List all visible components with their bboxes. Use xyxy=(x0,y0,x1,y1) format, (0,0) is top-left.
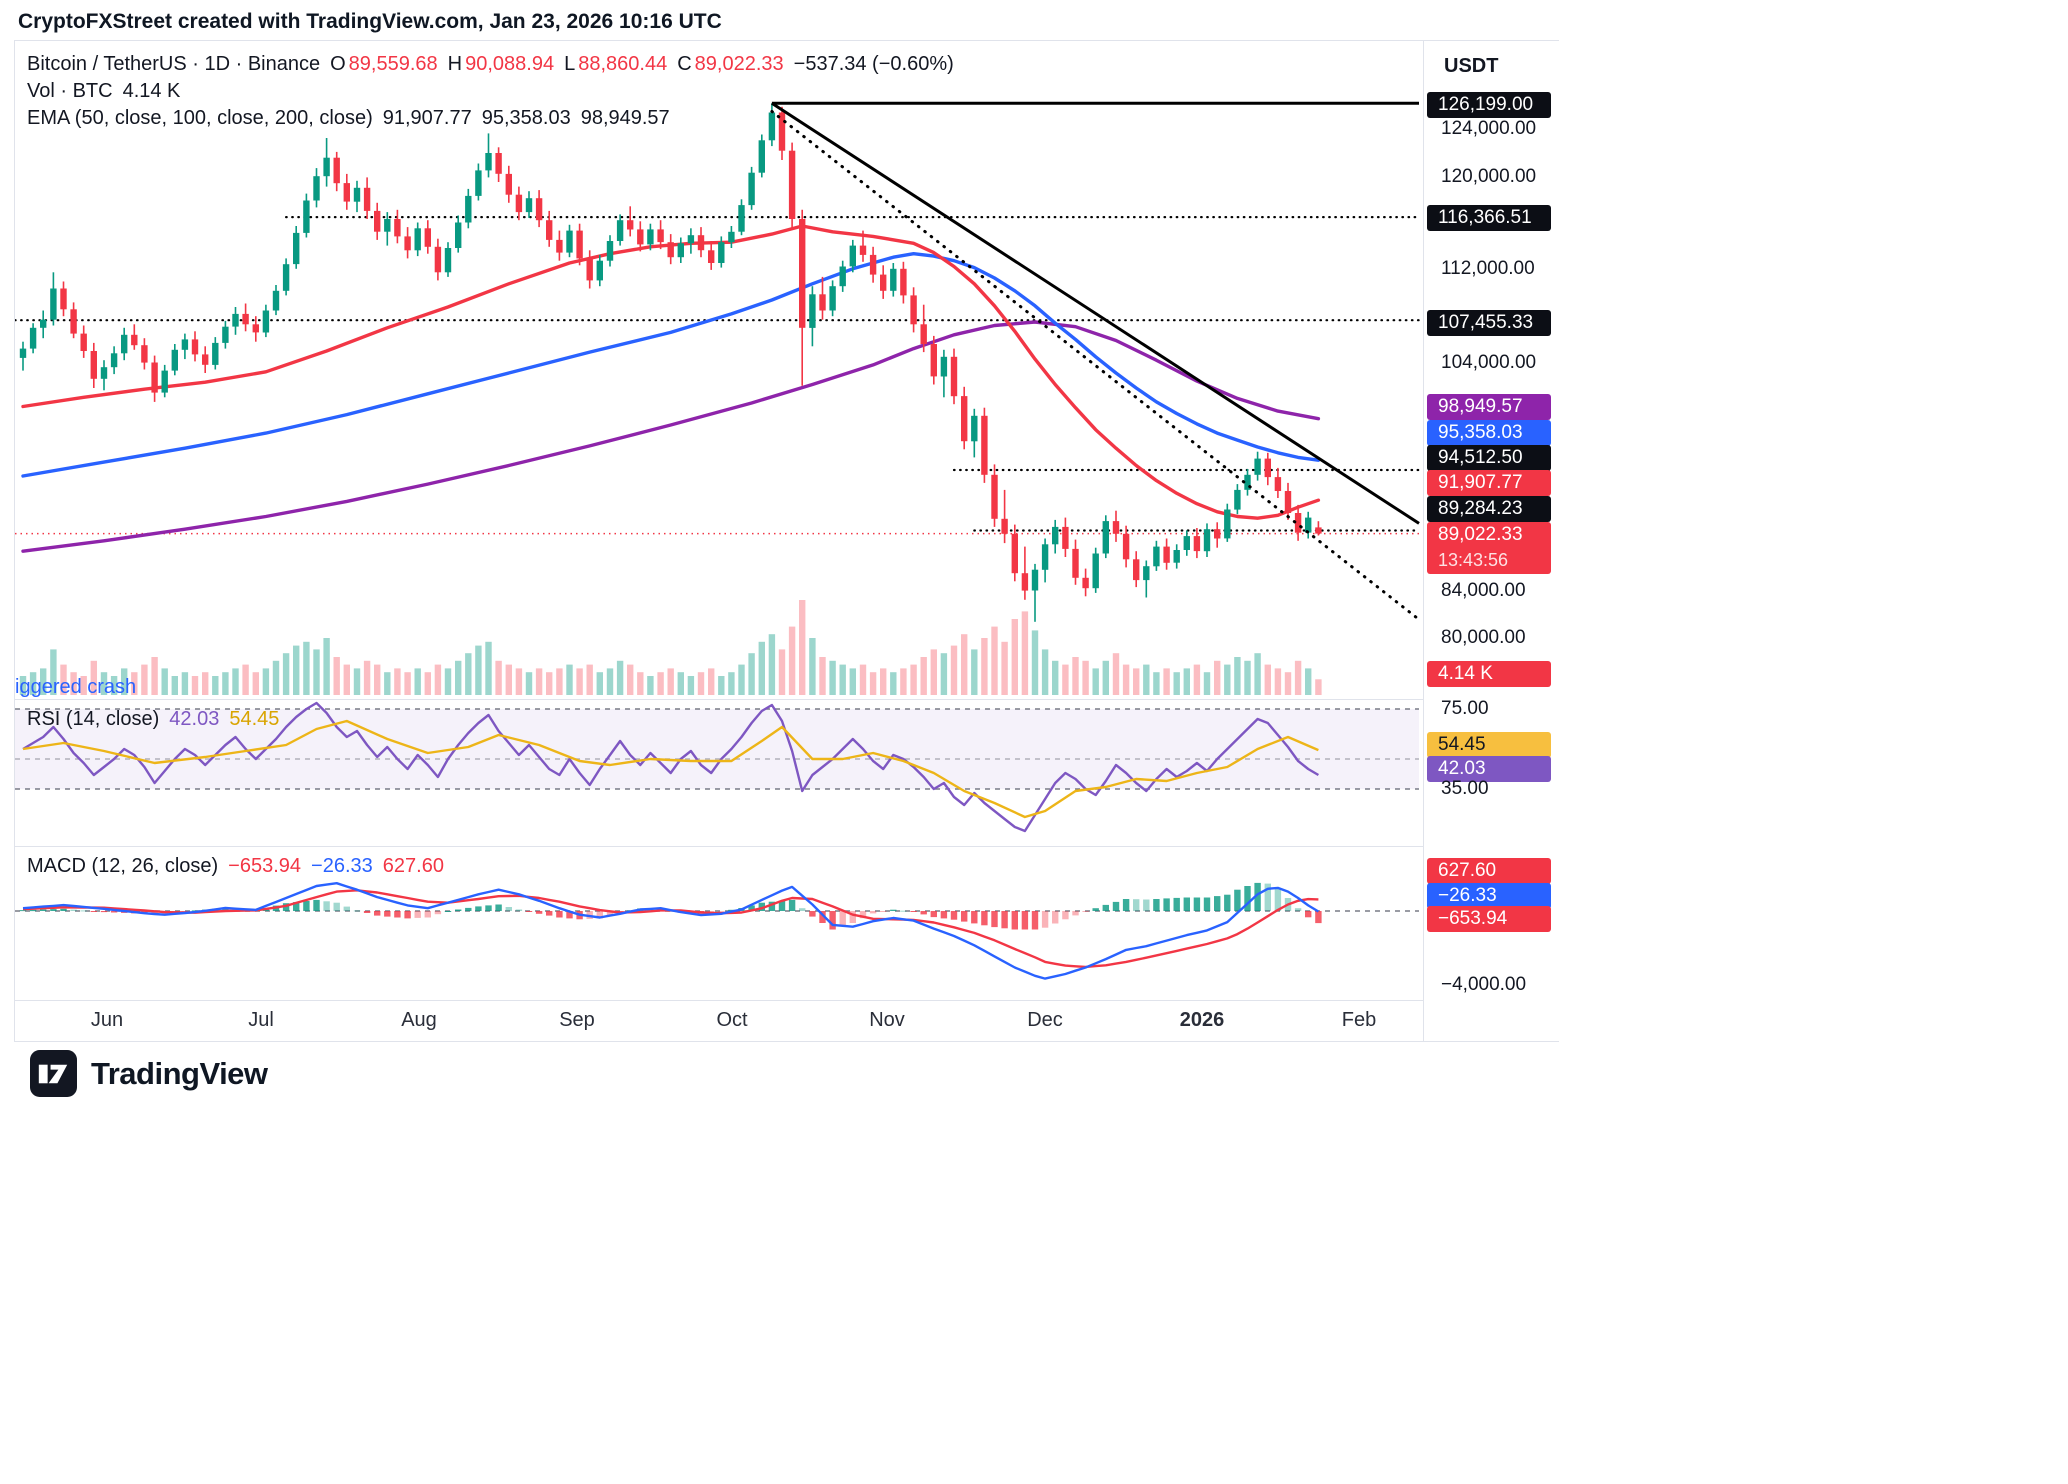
time-label: Oct xyxy=(716,1009,748,1031)
close-value: 89,022.33 xyxy=(694,53,784,75)
price-scale-badge: 91,907.77 xyxy=(1427,470,1551,496)
price-scale-label: 84,000.00 xyxy=(1441,580,1526,601)
price-scale-badge: 126,199.00 xyxy=(1427,92,1551,118)
price-scale-badge: −26.33 xyxy=(1427,883,1551,909)
volume-legend-row: Vol · BTC 4.14 K xyxy=(27,78,954,105)
price-scale-label: 124,000.00 xyxy=(1441,118,1537,139)
price-legend: Bitcoin / TetherUS · 1D · Binance O 89,559… xyxy=(27,51,954,132)
price-scale-badge: 94,512.50 xyxy=(1427,445,1551,471)
price-scale-badge: 54.45 xyxy=(1427,732,1551,758)
price-scale-currency[interactable]: USDT xyxy=(1444,55,1499,77)
pane-divider xyxy=(15,1000,1558,1001)
time-label: 2026 xyxy=(1179,1009,1225,1031)
price-scale-label: 75.00 xyxy=(1441,698,1489,719)
high-value: 90,088.94 xyxy=(465,53,555,75)
ema50-value: 91,907.77 xyxy=(382,107,472,129)
price-scale-label: −4,000.00 xyxy=(1441,974,1527,995)
tradingview-logo[interactable]: TradingView xyxy=(30,1050,268,1097)
drawing-label-crash[interactable]: iggered crash xyxy=(15,676,137,698)
price-scale-label: 120,000.00 xyxy=(1441,166,1537,187)
time-label: Jul xyxy=(248,1009,274,1031)
rsi-value: 42.03 xyxy=(169,708,220,730)
time-label: Sep xyxy=(559,1009,595,1031)
pane-divider[interactable] xyxy=(15,699,1558,700)
price-scale-badge: 627.60 xyxy=(1427,858,1551,884)
ema-key[interactable]: EMA (50, close, 100, close, 200, close) xyxy=(27,107,373,129)
price-scale-badge: 4.14 K xyxy=(1427,661,1551,687)
close-key: C xyxy=(677,53,692,75)
macd-hist-value: −653.94 xyxy=(228,855,302,877)
attribution-bar: CryptoFXStreet created with TradingView.… xyxy=(18,10,722,33)
price-scale-badge: 98,949.57 xyxy=(1427,394,1551,420)
rsi-key[interactable]: RSI (14, close) xyxy=(27,708,160,730)
open-key: O xyxy=(330,53,346,75)
macd-line-value: −26.33 xyxy=(311,855,373,877)
time-label: Dec xyxy=(1027,1009,1063,1031)
pane-divider[interactable] xyxy=(15,846,1558,847)
macd-legend: MACD (12, 26, close) −653.94 −26.33 627.60 xyxy=(27,855,444,878)
symbol-legend-row: Bitcoin / TetherUS · 1D · Binance O 89,559… xyxy=(27,51,954,78)
tradingview-logo-icon xyxy=(30,1050,77,1097)
macd-key[interactable]: MACD (12, 26, close) xyxy=(27,855,219,877)
rsi-pane[interactable]: RSI (14, close) 42.03 54.45 xyxy=(15,700,1423,846)
price-scale-badge: −653.94 xyxy=(1427,906,1551,932)
price-scale-label: 104,000.00 xyxy=(1441,352,1537,373)
volume-value: 4.14 K xyxy=(122,80,181,102)
price-scale-label: 112,000.00 xyxy=(1441,258,1535,279)
price-scale[interactable]: USDT 126,199.00 124,000.00 120,000.00 116,3… xyxy=(1423,41,1559,1041)
current-price-badge: 89,022.33 13:43:56 xyxy=(1427,522,1551,574)
price-scale-label: 80,000.00 xyxy=(1441,627,1526,648)
price-scale-label: 35.00 xyxy=(1441,778,1489,799)
price-scale-badge: 89,284.23 xyxy=(1427,496,1551,522)
price-pane[interactable]: Bitcoin / TetherUS · 1D · Binance O 89,559… xyxy=(15,41,1423,699)
ema-legend-row: EMA (50, close, 100, close, 200, close) 9… xyxy=(27,105,954,132)
price-scale-badge: 42.03 xyxy=(1427,756,1551,782)
time-axis[interactable]: Jun Jul Aug Sep Oct Nov Dec 2026 Feb xyxy=(15,1001,1423,1041)
time-label: Feb xyxy=(1341,1009,1377,1031)
rsi-ma-value: 54.45 xyxy=(229,708,280,730)
tradingview-brand-text: TradingView xyxy=(91,1055,268,1091)
low-value: 88,860.44 xyxy=(578,53,668,75)
time-label: Aug xyxy=(401,1009,437,1031)
volume-key[interactable]: Vol · BTC xyxy=(27,80,113,102)
price-chart-canvas xyxy=(15,101,1421,695)
high-key: H xyxy=(447,53,463,75)
chart-card: Bitcoin / TetherUS · 1D · Binance O 89,559… xyxy=(14,40,1559,1042)
macd-chart-canvas xyxy=(15,882,1419,980)
low-key: L xyxy=(564,53,576,75)
change-value: −537.34 (−0.60%) xyxy=(793,53,954,75)
price-scale-badge: 95,358.03 xyxy=(1427,420,1551,446)
ema200-value: 98,949.57 xyxy=(580,107,670,129)
rsi-chart-canvas xyxy=(15,701,1419,833)
price-scale-badge: 107,455.33 xyxy=(1427,310,1551,336)
macd-pane[interactable]: MACD (12, 26, close) −653.94 −26.33 627.60 xyxy=(15,847,1423,1000)
price-scale-badge: 116,366.51 xyxy=(1427,205,1551,231)
time-label: Jun xyxy=(90,1009,124,1031)
macd-signal-value: 627.60 xyxy=(382,855,444,877)
rsi-legend: RSI (14, close) 42.03 54.45 xyxy=(27,708,279,731)
symbol-title[interactable]: Bitcoin / TetherUS · 1D · Binance xyxy=(27,53,321,75)
open-value: 89,559.68 xyxy=(348,53,438,75)
time-label: Nov xyxy=(869,1009,905,1031)
ema100-value: 95,358.03 xyxy=(481,107,571,129)
